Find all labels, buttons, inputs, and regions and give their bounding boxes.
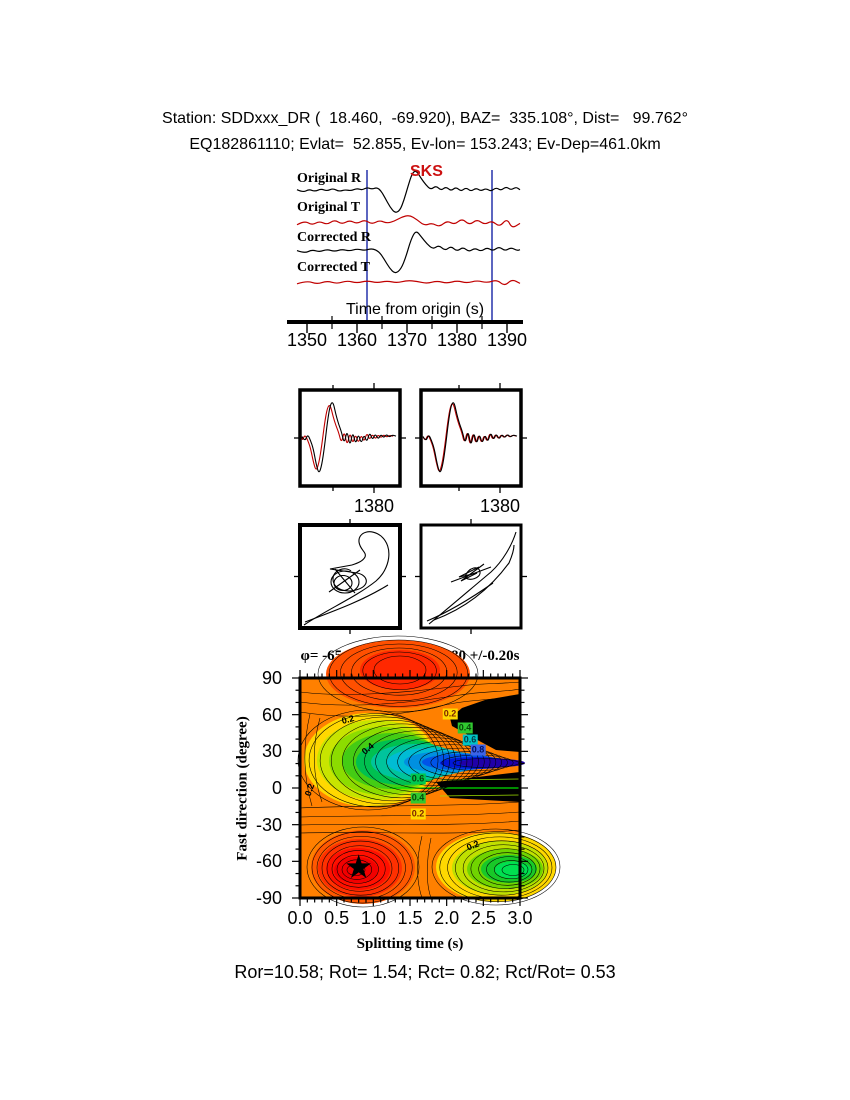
pm-curve — [433, 544, 515, 621]
contour-level-label: 0.4 — [359, 740, 376, 757]
splitting-time-tick-label: 2.0 — [434, 908, 460, 928]
error-surface-plot — [292, 635, 561, 908]
contour-level-label: 0.2 — [302, 782, 317, 798]
trace-1 — [296, 215, 521, 228]
trace-label-corrected-r: Corrected R — [297, 230, 371, 245]
fast-direction-tick-label: 90 — [261, 668, 282, 688]
contour-level-label: 0.4 — [457, 722, 473, 734]
contour-level-label: 0.6 — [410, 773, 426, 785]
pm-box-border — [419, 523, 523, 630]
contour-level-label: 0.2 — [340, 713, 356, 726]
contour-level-label: 0.6 — [462, 734, 478, 746]
time-axis-label: Time from origin (s) — [345, 301, 485, 318]
best-fit-star-marker — [346, 854, 371, 878]
fast-direction-tick-label: 60 — [261, 704, 282, 725]
pm-curve — [303, 531, 390, 626]
pm-curve — [426, 582, 494, 622]
waveform-window-left — [294, 383, 406, 493]
time-tick-label: 1390 — [486, 330, 528, 350]
pm-loop — [333, 574, 353, 592]
seismogram-plot — [287, 170, 523, 333]
fast-direction-tick-label: -30 — [255, 814, 282, 835]
error-surface-fill — [297, 635, 561, 908]
pm-curve — [428, 531, 517, 625]
pm-loop — [330, 570, 360, 594]
time-tick-label: 1350 — [286, 330, 328, 350]
pm-curve — [328, 568, 361, 594]
contour-level-label: 0.8 — [470, 744, 486, 756]
contour-level-label: 0.2 — [410, 808, 426, 820]
splitting-time-tick-label: 1.5 — [397, 908, 423, 928]
fast-direction-tick-label: 0 — [271, 778, 282, 798]
pm-loop — [464, 567, 481, 580]
trace-label-corrected-t: Corrected T — [297, 260, 370, 275]
contour-level-label: 0.2 — [465, 838, 481, 853]
fast-direction-tick-label: -90 — [255, 888, 282, 908]
particle-motion-left — [294, 519, 406, 634]
time-tick-label: 1360 — [336, 330, 378, 350]
contour-lines — [299, 681, 521, 899]
pm-curve — [332, 568, 367, 592]
time-tick-label: 1380 — [436, 330, 478, 350]
waveform-window-right — [415, 383, 527, 493]
sks-phase-label: SKS — [410, 163, 443, 180]
time-tick-label: 1370 — [386, 330, 428, 350]
station-header-line: Station: SDDxxx_DR ( 18.460, -69.920), B… — [162, 110, 688, 127]
wavebox-right-tick-label: 1380 — [479, 496, 521, 516]
trace-label-original-r: Original R — [297, 171, 362, 186]
pm-box-border — [298, 523, 402, 630]
contour-x-axis-title: Splitting time (s) — [356, 936, 464, 952]
trace-2 — [296, 231, 521, 274]
trace-label-original-t: Original T — [297, 200, 361, 215]
particle-motion-right — [415, 519, 527, 634]
splitting-time-tick-label: 3.0 — [507, 908, 533, 928]
contour-level-label: 0.4 — [410, 792, 426, 804]
splitting-time-tick-label: 1.0 — [360, 908, 386, 928]
trace-3 — [296, 279, 521, 286]
wavebox-left-tick-label: 1380 — [353, 496, 395, 516]
contour-box-border — [298, 676, 522, 900]
contour-level-label: 0.2 — [442, 708, 458, 720]
contour-label-layer: 0.2 0.4 0.2 0.4 0.6 0.8 0.6 0.4 0.2 0.2 0.2 — [300, 678, 520, 898]
event-header-line: EQ182861110; Evlat= 52.855, Ev-lon= 153.… — [189, 136, 661, 153]
pm-curve — [304, 584, 389, 623]
fast-direction-tick-label: -60 — [255, 851, 282, 872]
statistics-footer: Ror=10.58; Rot= 1.54; Rct= 0.82; Rct/Rot… — [234, 962, 616, 982]
fast-direction-tick-label: 30 — [261, 741, 282, 762]
splitting-time-tick-label: 2.5 — [470, 908, 496, 928]
pm-curve — [450, 566, 492, 583]
trace-0 — [296, 170, 521, 213]
splitting-time-tick-label: 0.5 — [324, 908, 350, 928]
splitting-time-tick-label: 0.0 — [287, 908, 313, 928]
